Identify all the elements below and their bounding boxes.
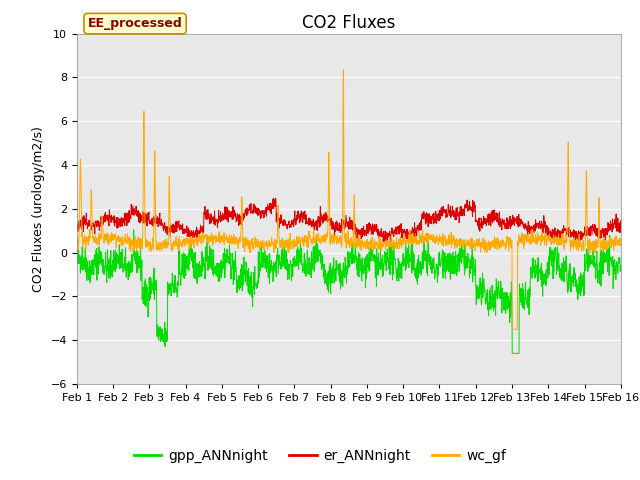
gpp_ANNnight [338, 269, 346, 275]
er_ANNnight [617, 222, 625, 228]
gpp_ANNnight [502, 298, 509, 304]
gpp_ANNnight [602, 254, 609, 260]
er_ANNnight [100, 218, 108, 224]
gpp_ANNnight [100, 264, 108, 270]
er_ANNnight [602, 231, 609, 237]
er_ANNnight [387, 240, 394, 246]
gpp_ANNnight [130, 227, 138, 233]
wc_gf [502, 246, 509, 252]
wc_gf [340, 67, 348, 73]
wc_gf [508, 326, 516, 332]
er_ANNnight [502, 225, 509, 230]
gpp_ANNnight [617, 266, 625, 272]
er_ANNnight [73, 226, 81, 231]
er_ANNnight [602, 237, 609, 243]
Line: gpp_ANNnight: gpp_ANNnight [77, 230, 621, 353]
er_ANNnight [272, 195, 280, 201]
Text: EE_processed: EE_processed [88, 17, 182, 30]
wc_gf [602, 246, 609, 252]
er_ANNnight [338, 216, 346, 222]
gpp_ANNnight [508, 350, 516, 356]
Line: er_ANNnight: er_ANNnight [77, 198, 621, 243]
wc_gf [337, 240, 345, 246]
Title: CO2 Fluxes: CO2 Fluxes [302, 14, 396, 32]
gpp_ANNnight [323, 271, 331, 276]
Legend: gpp_ANNnight, er_ANNnight, wc_gf: gpp_ANNnight, er_ANNnight, wc_gf [128, 443, 512, 468]
wc_gf [100, 231, 108, 237]
Y-axis label: CO2 Fluxes (urology/m2/s): CO2 Fluxes (urology/m2/s) [32, 126, 45, 292]
gpp_ANNnight [73, 257, 81, 263]
er_ANNnight [323, 219, 331, 225]
wc_gf [73, 241, 81, 247]
Line: wc_gf: wc_gf [77, 70, 621, 329]
wc_gf [323, 231, 331, 237]
gpp_ANNnight [602, 259, 609, 264]
wc_gf [617, 242, 625, 248]
wc_gf [602, 241, 609, 247]
